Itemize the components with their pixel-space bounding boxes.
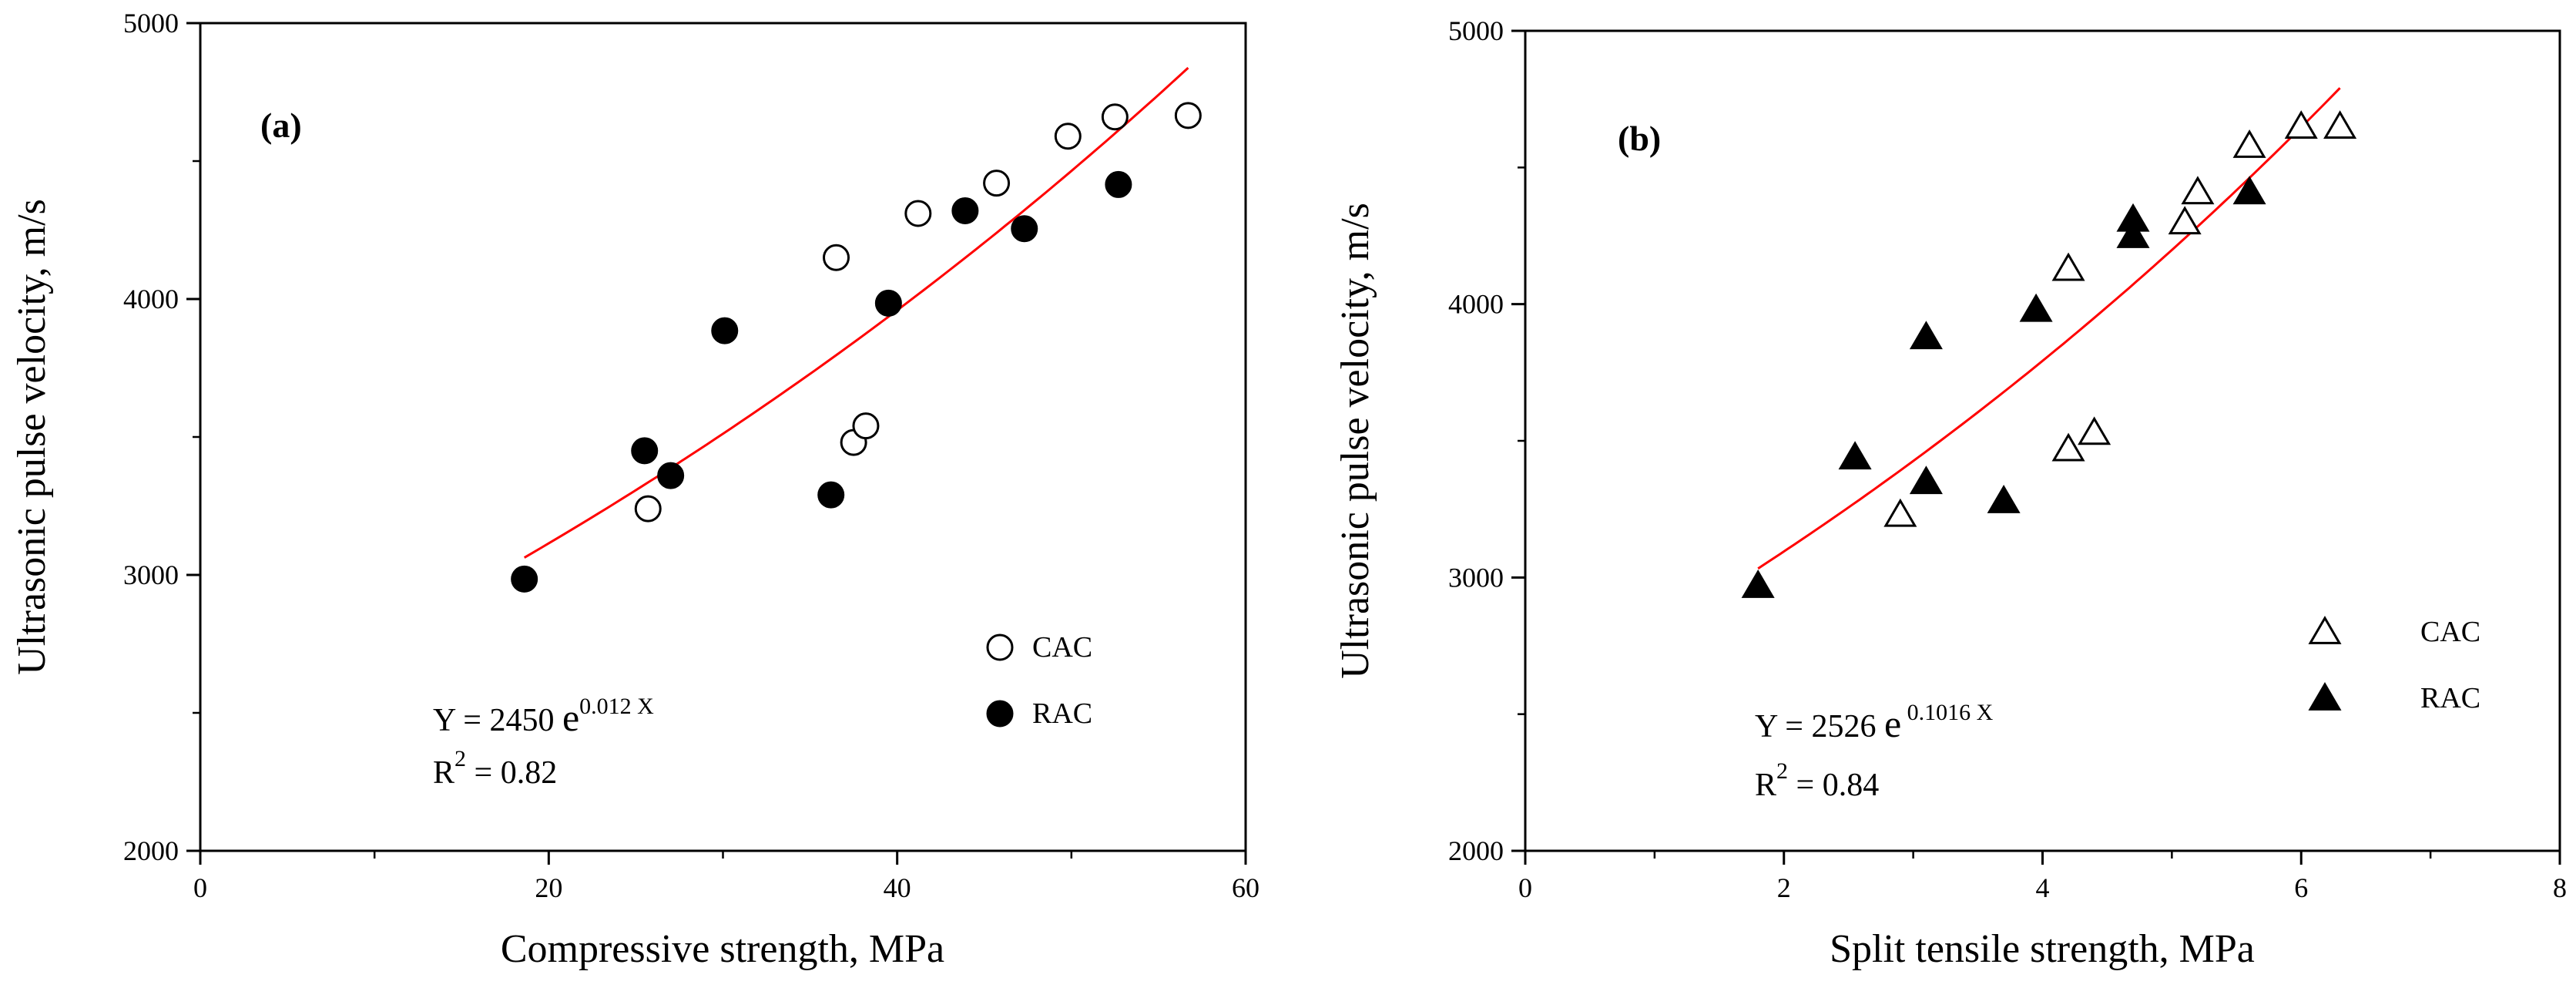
data-point-cac: [2323, 110, 2357, 139]
legend-marker-rac: [986, 700, 1014, 728]
data-point-rac: [1987, 485, 2021, 513]
legend-symbol: [986, 700, 1014, 728]
legend-label-cac: CAC: [1032, 631, 1092, 664]
data-point-rac: [1909, 321, 1943, 350]
axis-ticks: 0 2 4 6 8 2000 3000 4000 5000: [1448, 15, 2567, 903]
data-point-cac: [2051, 252, 2085, 281]
equation-prefix: Y = 2526: [1755, 709, 1884, 744]
data-point-cac: [2284, 110, 2318, 139]
x-axis-label: Compressive strength, MPa: [501, 927, 944, 971]
panel-label: (b): [1618, 119, 1661, 158]
data-point-rac: [2019, 293, 2053, 322]
x-tick-label: 60: [1232, 872, 1259, 903]
chart-panel-b: 0 2 4 6 8 2000 3000 4000 5000 (b) Split tensile …: [1333, 15, 2567, 971]
equation-e: e: [1884, 702, 1901, 745]
y-tick-label: 4000: [1448, 289, 1504, 320]
data-point-rac: [2232, 176, 2266, 205]
fit-equation: Y = 2526 e 0.1016 X R2 = 0.84: [1755, 700, 1994, 803]
data-point-cac: [1883, 498, 1917, 527]
data-point-cac: [852, 412, 880, 440]
data-point-cac: [634, 495, 662, 523]
r2-superscript: 2: [454, 746, 466, 771]
data-point-rac: [817, 481, 845, 509]
legend-marker-cac: [2308, 616, 2342, 644]
data-point-cac: [904, 200, 932, 227]
data-point-rac: [1011, 215, 1038, 243]
r2-value: = 0.84: [1788, 768, 1879, 803]
data-point-cac: [1054, 123, 1082, 150]
y-tick-label: 4000: [123, 284, 179, 314]
data-point-rac: [1741, 569, 1775, 598]
data-point-rac: [511, 565, 538, 593]
data-point-cac: [2051, 432, 2085, 462]
r2-superscript: 2: [1776, 758, 1788, 784]
data-point-rac: [1105, 170, 1132, 198]
y-tick-label: 3000: [123, 560, 179, 590]
chart-panel-a: 0 20 40 60 2000 3000 4000 5000 (a) Compressive …: [10, 8, 1259, 971]
y-tick-label: 5000: [123, 8, 179, 39]
equation-exponent: 0.012 X: [579, 694, 654, 719]
legend-symbol: [2308, 682, 2342, 711]
data-point-rac: [874, 289, 902, 317]
x-tick-label: 40: [884, 872, 911, 903]
data-point-cac: [2168, 206, 2202, 235]
y-tick-label: 2000: [123, 835, 179, 866]
equation-exponent: 0.1016 X: [1901, 700, 1994, 725]
y-tick-label: 3000: [1448, 562, 1504, 593]
y-tick-label: 5000: [1448, 15, 1504, 46]
data-points: [1741, 110, 2357, 598]
legend-label-rac: RAC: [2420, 682, 2480, 714]
equation-prefix: Y = 2450: [433, 703, 562, 738]
r2-value: = 0.82: [466, 755, 557, 791]
data-point-cac: [1101, 103, 1129, 131]
x-tick-label: 4: [2036, 872, 2050, 903]
equation-e: e: [562, 696, 579, 739]
data-point-cac: [2232, 129, 2266, 158]
legend-symbol: [2308, 616, 2342, 644]
data-point-rac: [1838, 441, 1872, 470]
legend: CAC RAC: [986, 631, 1092, 730]
r-squared-text: R2 = 0.84: [1755, 758, 1879, 803]
data-points: [511, 102, 1202, 593]
equation-text: Y = 2526 e 0.1016 X: [1755, 700, 1994, 745]
data-point-cac: [823, 244, 850, 271]
y-axis-label: Ultrasonic pulse velocity, m/s: [1333, 203, 1377, 679]
legend-marker-cac: [986, 633, 1014, 661]
fit-curve: [523, 66, 1189, 559]
legend-label-rac: RAC: [1032, 697, 1092, 730]
legend-label-cac: CAC: [2420, 616, 2480, 648]
axis-ticks: 0 20 40 60 2000 3000 4000 5000: [123, 8, 1259, 903]
data-point-rac: [951, 197, 979, 224]
data-point-cac: [1174, 102, 1202, 129]
x-tick-label: 20: [535, 872, 562, 903]
x-tick-label: 0: [193, 872, 207, 903]
x-tick-label: 6: [2294, 872, 2308, 903]
equation-text: Y = 2450 e0.012 X: [433, 694, 654, 739]
r2-prefix: R: [433, 755, 454, 791]
legend-symbol: [986, 633, 1014, 661]
fit-equation: Y = 2450 e0.012 X R2 = 0.82: [433, 694, 654, 791]
y-tick-label: 2000: [1448, 835, 1504, 866]
data-point-rac: [657, 462, 685, 489]
panel-label: (a): [260, 106, 302, 145]
x-tick-label: 2: [1777, 872, 1791, 903]
plot-frame: [1524, 29, 2561, 852]
data-point-rac: [631, 437, 659, 465]
data-point-rac: [2116, 220, 2150, 248]
r-squared-text: R2 = 0.82: [433, 746, 557, 791]
x-axis-label: Split tensile strength, MPa: [1830, 927, 2255, 971]
y-axis-label: Ultrasonic pulse velocity, m/s: [10, 199, 54, 675]
data-point-rac: [1909, 465, 1943, 495]
legend: CAC RAC: [2308, 616, 2480, 714]
fit-curve: [1757, 87, 2341, 570]
x-tick-label: 8: [2553, 872, 2567, 903]
legend-marker-rac: [2308, 682, 2342, 711]
x-tick-label: 0: [1518, 872, 1532, 903]
data-point-cac: [2078, 416, 2111, 445]
data-point-rac: [711, 317, 739, 344]
r2-prefix: R: [1755, 768, 1776, 803]
data-point-cac: [983, 170, 1011, 197]
data-point-cac: [2181, 176, 2215, 205]
